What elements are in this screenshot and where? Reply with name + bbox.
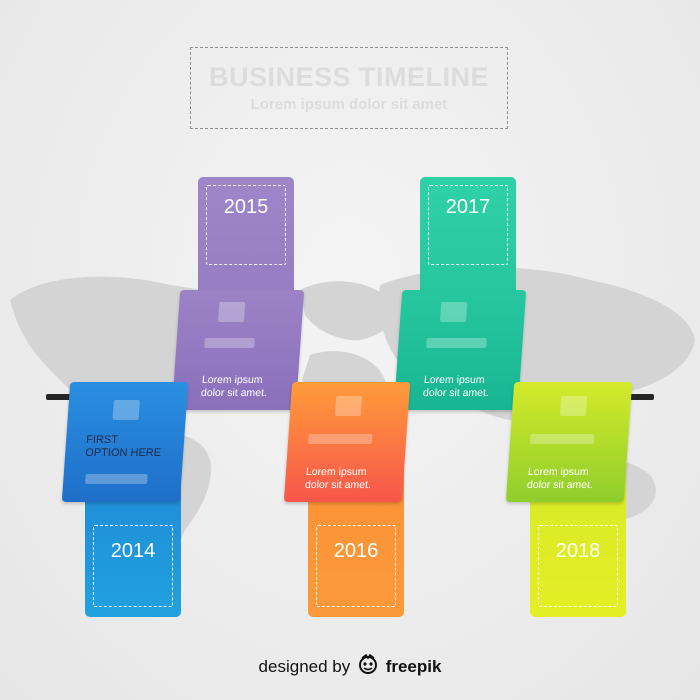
year-frame: 2018: [538, 525, 618, 607]
placeholder-icon: [334, 396, 363, 416]
milestone-card-2014: FIRST OPTION HERE: [61, 382, 189, 502]
placeholder-title: [529, 434, 595, 444]
milestone-title: FIRST OPTION HERE: [84, 434, 162, 459]
milestone-text: Lorem ipsum dolor sit amet.: [526, 466, 594, 491]
credit-prefix: designed by: [258, 657, 351, 676]
placeholder-icon: [559, 396, 588, 416]
page-subtitle: Lorem ipsum dolor sit amet: [250, 96, 448, 113]
year-label: 2017: [445, 196, 491, 218]
placeholder-title: [204, 338, 255, 348]
placeholder-icon: [112, 400, 140, 420]
year-frame: 2015: [206, 185, 286, 265]
freepik-logo-icon: [357, 653, 379, 679]
milestone-text: Lorem ipsum dolor sit amet.: [422, 374, 490, 399]
year-label: 2016: [333, 540, 379, 562]
milestone-card-2016: Lorem ipsum dolor sit amet.: [283, 382, 411, 502]
placeholder-title: [426, 338, 487, 348]
placeholder-icon: [439, 302, 468, 322]
milestone-text: Lorem ipsum dolor sit amet.: [200, 374, 268, 399]
credit-brand: freepik: [385, 657, 442, 676]
year-frame: 2014: [93, 525, 173, 607]
placeholder-text: [85, 474, 148, 484]
year-label: 2018: [555, 540, 601, 562]
page-title: BUSINESS TIMELINE: [208, 62, 490, 92]
placeholder-icon: [217, 302, 246, 322]
year-label: 2015: [223, 196, 269, 218]
credit-line: designed by freepik: [0, 653, 700, 679]
placeholder-title: [307, 434, 373, 444]
milestone-card-2017: Lorem ipsum dolor sit amet.: [393, 290, 527, 410]
title-box: BUSINESS TIMELINE Lorem ipsum dolor sit …: [190, 47, 508, 129]
year-label: 2014: [110, 540, 156, 562]
milestone-text: Lorem ipsum dolor sit amet.: [304, 466, 372, 491]
milestone-card-2018: Lorem ipsum dolor sit amet.: [505, 382, 633, 502]
year-frame: 2016: [316, 525, 396, 607]
year-frame: 2017: [428, 185, 508, 265]
milestone-card-2015: Lorem ipsum dolor sit amet.: [171, 290, 305, 410]
